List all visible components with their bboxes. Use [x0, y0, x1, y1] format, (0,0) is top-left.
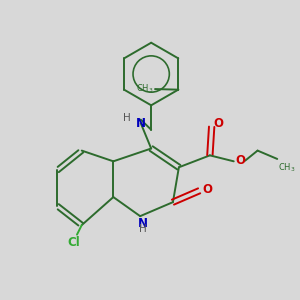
Text: CH$_3$: CH$_3$	[136, 83, 153, 95]
Text: O: O	[203, 182, 213, 196]
Text: N: N	[136, 117, 146, 130]
Text: O: O	[213, 117, 223, 130]
Text: Cl: Cl	[67, 236, 80, 250]
Text: CH$_3$: CH$_3$	[278, 161, 296, 174]
Text: O: O	[235, 154, 245, 167]
Text: N: N	[137, 217, 148, 230]
Text: H: H	[124, 113, 131, 123]
Text: H: H	[139, 224, 146, 234]
